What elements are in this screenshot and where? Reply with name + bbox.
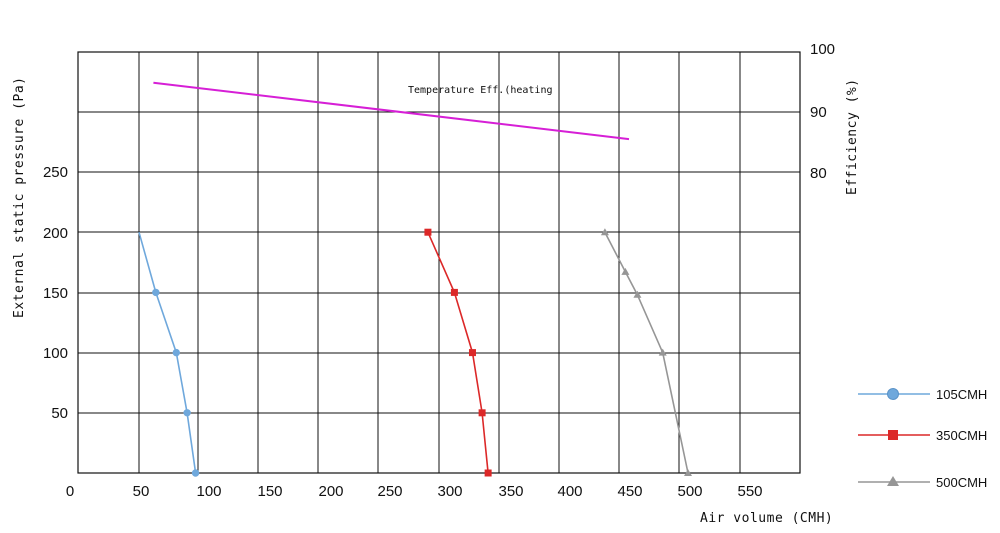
data-point: [484, 469, 492, 477]
y-tick-label: 200: [43, 225, 68, 242]
data-point: [183, 409, 191, 417]
x-tick-label: 0: [66, 483, 74, 500]
y-tick-label: 150: [43, 285, 68, 302]
x-tick-label: 300: [437, 483, 462, 500]
data-point: [621, 267, 630, 275]
data-point: [600, 228, 609, 236]
efficiency-line: [153, 81, 630, 141]
legend-marker: [888, 430, 898, 440]
series-350CMH: [424, 228, 492, 477]
series-500CMH: [600, 228, 692, 476]
legend-marker: [887, 388, 899, 400]
x-tick-label: 50: [133, 483, 150, 500]
y2-tick-label: 100: [810, 41, 835, 58]
y-tick-label: 100: [43, 345, 68, 362]
data-point: [172, 348, 180, 357]
x-tick-label: 150: [257, 483, 282, 500]
series-layer: [138, 228, 692, 477]
data-point: [152, 288, 160, 297]
efficiency-layer: [153, 81, 630, 141]
x-tick-label: 200: [318, 483, 343, 500]
series-105CMH: [138, 231, 200, 477]
y-tick-label: 250: [43, 164, 68, 181]
legend: 105CMH 350CMH 500CMH: [858, 387, 987, 490]
x-tick-label: 550: [737, 483, 762, 500]
x-tick-label: 350: [498, 483, 523, 500]
y-axis-label: External static pressure (Pa): [12, 77, 27, 318]
legend-marker: [887, 476, 899, 486]
x-tick-label: 250: [377, 483, 402, 500]
legend-label: 500CMH: [936, 475, 987, 490]
y-tick-label: 50: [51, 405, 68, 422]
legend-label: 105CMH: [936, 387, 987, 402]
data-point: [191, 469, 200, 477]
x-tick-label: 450: [617, 483, 642, 500]
data-point: [468, 349, 476, 357]
data-point: [658, 348, 667, 356]
grid: [77, 51, 801, 474]
annotation-label: Temperature Eff.(heating: [408, 85, 553, 96]
x-tick-label: 100: [196, 483, 221, 500]
x-axis-label: Air volume (CMH): [700, 511, 833, 526]
x-tick-label: 500: [677, 483, 702, 500]
data-point: [478, 409, 486, 417]
legend-label: 350CMH: [936, 428, 987, 443]
tick-labels: 0 50 100 150 200 250 300 350 400 450 500 550 50 100 15…: [43, 41, 835, 500]
y2-axis-label: Efficiency (%): [845, 78, 860, 195]
x-tick-label: 400: [557, 483, 582, 500]
data-point: [633, 290, 642, 298]
data-point: [683, 469, 692, 476]
data-point: [424, 228, 432, 236]
y2-tick-label: 90: [810, 104, 827, 121]
data-point: [450, 288, 458, 296]
y2-tick-label: 80: [810, 165, 827, 182]
